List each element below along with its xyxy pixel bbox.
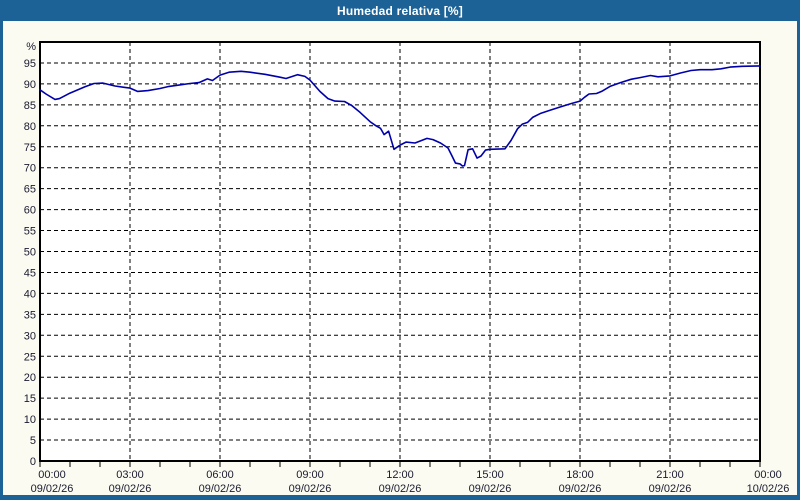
x-date-label: 09/02/26 bbox=[199, 483, 242, 495]
y-axis-unit-label: % bbox=[26, 41, 36, 53]
y-tick-label: 85 bbox=[24, 100, 36, 112]
y-tick-label: 45 bbox=[24, 267, 36, 279]
x-time-label: 00:00 bbox=[754, 469, 782, 481]
y-tick-label: 10 bbox=[24, 414, 36, 426]
x-time-label: 06:00 bbox=[206, 469, 234, 481]
x-date-label: 09/02/26 bbox=[379, 483, 422, 495]
x-date-label: 09/02/26 bbox=[469, 483, 512, 495]
x-time-label: 03:00 bbox=[116, 469, 144, 481]
y-tick-label: 40 bbox=[24, 288, 36, 300]
y-tick-label: 90 bbox=[24, 79, 36, 91]
x-time-label: 18:00 bbox=[566, 469, 594, 481]
x-time-label: 15:00 bbox=[476, 469, 504, 481]
y-tick-label: 75 bbox=[24, 142, 36, 154]
x-time-label: 09:00 bbox=[296, 469, 324, 481]
y-tick-label: 70 bbox=[24, 163, 36, 175]
humidity-line-chart: 0 5 10 15 20 25 30 35 40 45 50 55 60 65 70 75 80 85 90 95% 0… bbox=[24, 41, 790, 495]
x-date-label: 10/02/26 bbox=[747, 483, 790, 495]
x-time-label: 12:00 bbox=[386, 469, 414, 481]
y-tick-label: 0 bbox=[30, 456, 36, 468]
x-date-label: 09/02/26 bbox=[289, 483, 332, 495]
y-tick-label: 50 bbox=[24, 247, 36, 259]
window-title: Humedad relativa [%] bbox=[336, 3, 464, 18]
y-tick-label: 55 bbox=[24, 226, 36, 238]
y-tick-label: 80 bbox=[24, 121, 36, 133]
x-time-label: 21:00 bbox=[656, 469, 684, 481]
y-tick-label: 65 bbox=[24, 184, 36, 196]
x-date-label: 09/02/26 bbox=[109, 483, 152, 495]
y-tick-label: 20 bbox=[24, 372, 36, 384]
x-date-label: 09/02/26 bbox=[649, 483, 692, 495]
y-tick-label: 60 bbox=[24, 205, 36, 217]
y-tick-label: 95 bbox=[24, 58, 36, 70]
x-date-label: 09/02/26 bbox=[31, 483, 74, 495]
y-tick-label: 25 bbox=[24, 351, 36, 363]
y-tick-label: 5 bbox=[30, 435, 36, 447]
y-tick-label: 35 bbox=[24, 309, 36, 321]
plot-border bbox=[39, 41, 761, 462]
y-tick-label: 30 bbox=[24, 330, 36, 342]
x-date-label: 09/02/26 bbox=[559, 483, 602, 495]
humidity-series-line bbox=[39, 65, 761, 167]
x-time-label: 00:00 bbox=[38, 469, 66, 481]
y-tick-label: 15 bbox=[24, 393, 36, 405]
chart-panel: 0 5 10 15 20 25 30 35 40 45 50 55 60 65 70 75 80 85 90 95% 0… bbox=[3, 21, 797, 495]
window-title-bar: Humedad relativa [%] bbox=[0, 0, 800, 21]
